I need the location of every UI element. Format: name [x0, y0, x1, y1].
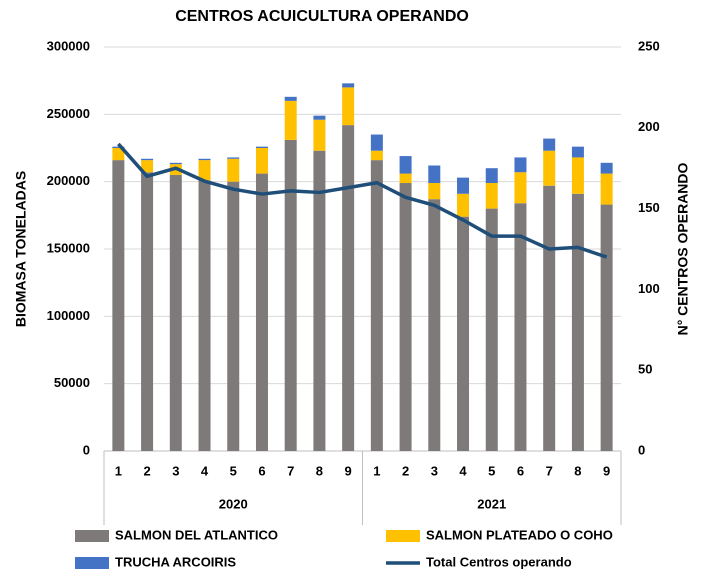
bar-segment — [227, 158, 240, 182]
bar-segment — [284, 139, 297, 452]
legend-label: SALMON DEL ATLANTICO — [115, 527, 278, 542]
bar-segment — [514, 157, 527, 173]
bar-segment — [399, 173, 412, 184]
x-tick-label: 5 — [230, 463, 237, 478]
bar-segment — [342, 125, 355, 452]
y2-tick-label: 200 — [638, 119, 660, 134]
x-tick-label: 6 — [258, 463, 265, 478]
y-tick-label: 300000 — [47, 38, 90, 53]
bar-segment — [514, 203, 527, 451]
x-tick-label: 4 — [201, 463, 209, 478]
bar-segment — [571, 157, 584, 194]
y2-axis-title: N° CENTROS OPERANDO — [675, 162, 691, 335]
bar-segment — [198, 180, 211, 451]
bar-segment — [169, 162, 182, 165]
y-tick-label: 0 — [83, 442, 90, 457]
bar-segment — [255, 148, 268, 174]
line-series — [117, 142, 608, 259]
x-tick-label: 9 — [603, 463, 610, 478]
x-tick-label: 7 — [287, 463, 294, 478]
x-tick-label: 7 — [546, 463, 553, 478]
legend-swatch — [386, 530, 420, 542]
bar-segment — [169, 174, 182, 451]
bar-segment — [543, 185, 556, 451]
y2-tick-label: 100 — [638, 281, 660, 296]
y-tick-label: 50000 — [54, 375, 90, 390]
bar-segment — [112, 148, 125, 161]
y2-tick-label: 150 — [638, 200, 660, 215]
bar-segment — [370, 134, 383, 151]
bar-segment — [141, 160, 154, 173]
bar-segment — [457, 193, 470, 217]
bar-segment — [399, 183, 412, 451]
bar-segment — [141, 158, 154, 161]
bar-segment — [255, 173, 268, 451]
bar-segment — [313, 150, 326, 451]
bar-segment — [227, 181, 240, 451]
bar-segment — [284, 100, 297, 140]
bar-segment — [198, 160, 211, 181]
legend-label: Total Centros operando — [426, 554, 572, 569]
legend-label: TRUCHA ARCOIRIS — [115, 554, 236, 569]
bar-segment — [457, 216, 470, 451]
x-tick-label: 3 — [172, 463, 179, 478]
bar-segment — [543, 138, 556, 151]
bar-segment — [600, 173, 613, 205]
bar-segment — [227, 157, 240, 159]
x-tick-label: 1 — [115, 463, 122, 478]
bar-segment — [141, 172, 154, 452]
bar-segment — [112, 160, 125, 451]
bar-segment — [399, 156, 412, 174]
y-tick-label: 200000 — [47, 173, 90, 188]
x-tick-label: 5 — [488, 463, 495, 478]
y-axis-title: BIOMASA TONELADAS — [13, 171, 29, 327]
bar-segment — [255, 146, 268, 148]
bar-segment — [543, 150, 556, 186]
bar-segment — [600, 204, 613, 451]
legend-swatch — [75, 557, 109, 569]
chart-title: CENTROS ACUICULTURA OPERANDO — [175, 8, 469, 25]
bar-segment — [428, 165, 441, 184]
bar-segment — [313, 119, 326, 151]
bar-segment — [485, 168, 498, 184]
bar-segment — [342, 87, 355, 126]
group-label: 2020 — [219, 496, 248, 511]
x-tick-label: 9 — [345, 463, 352, 478]
x-tick-label: 4 — [459, 463, 467, 478]
bar-segment — [342, 83, 355, 88]
y-tick-label: 150000 — [47, 240, 90, 255]
bar-segment — [313, 115, 326, 120]
y-tick-label: 250000 — [47, 106, 90, 121]
bar-segment — [198, 158, 211, 161]
bar-segment — [112, 146, 125, 148]
bar-segment — [284, 96, 297, 101]
bar-segment — [370, 160, 383, 451]
group-label: 2021 — [477, 496, 506, 511]
y-tick-label: 100000 — [47, 308, 90, 323]
x-tick-label: 2 — [143, 463, 150, 478]
bar-segment — [428, 183, 441, 200]
y2-tick-label: 0 — [638, 442, 645, 457]
bar-segment — [485, 208, 498, 451]
y2-tick-label: 250 — [638, 38, 660, 53]
x-tick-label: 2 — [402, 463, 409, 478]
x-tick-label: 8 — [316, 463, 323, 478]
bar-segment — [514, 172, 527, 204]
legend-label: SALMON PLATEADO O COHO — [426, 527, 613, 542]
bar-segment — [428, 199, 441, 451]
bar-segment — [457, 177, 470, 194]
bar-segment — [370, 150, 383, 161]
x-tick-label: 6 — [517, 463, 524, 478]
bar-segment — [571, 146, 584, 158]
x-tick-label: 3 — [431, 463, 438, 478]
bar-segment — [485, 183, 498, 209]
bar-segment — [600, 162, 613, 174]
bar-segment — [571, 193, 584, 451]
x-tick-label: 1 — [373, 463, 380, 478]
x-tick-label: 8 — [574, 463, 581, 478]
y2-tick-label: 50 — [638, 362, 652, 377]
legend-swatch — [75, 530, 109, 542]
